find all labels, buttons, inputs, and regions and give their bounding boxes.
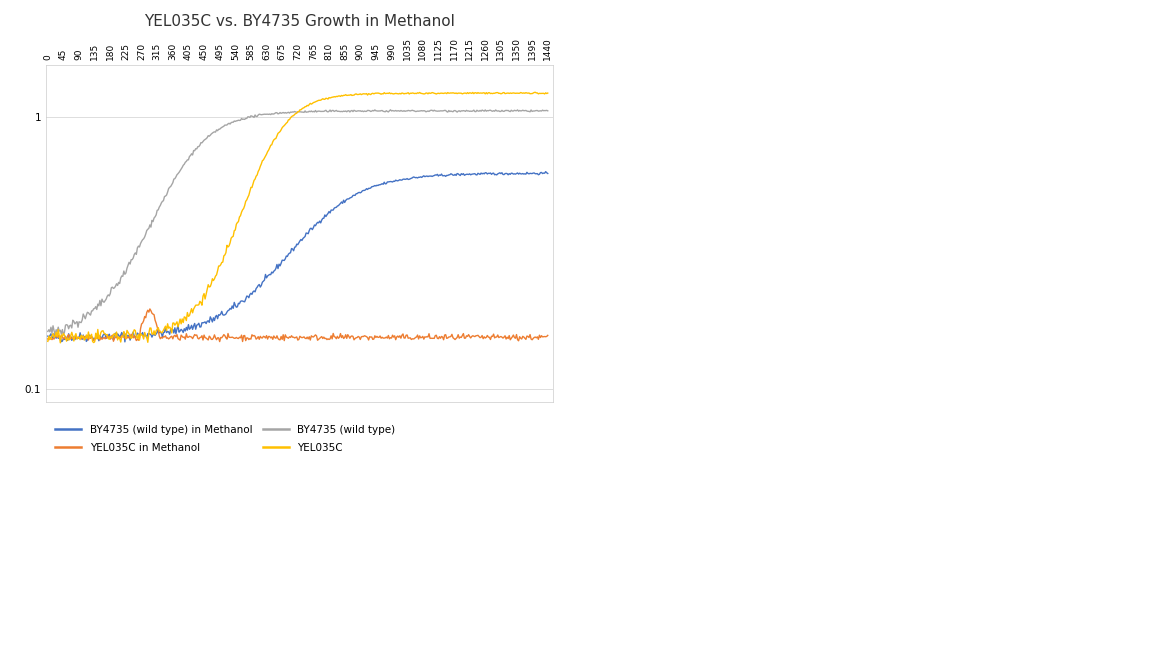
Title: YEL035C vs. BY4735 Growth in Methanol: YEL035C vs. BY4735 Growth in Methanol <box>144 14 455 29</box>
YEL035C in Methanol <box>213 338 227 345</box>
YEL035C in Methanol <box>520 332 533 340</box>
YEL035C in Methanol <box>296 334 310 341</box>
BY4735 (wild type) <box>406 106 419 114</box>
YEL035C <box>410 89 424 97</box>
BY4735 (wild type) in Methanol <box>118 338 131 346</box>
BY4735 (wild type) in Methanol <box>41 332 55 340</box>
YEL035C <box>394 90 408 98</box>
YEL035C <box>518 89 532 97</box>
YEL035C in Methanol <box>411 335 425 343</box>
BY4735 (wild type) in Methanol <box>410 174 424 182</box>
BY4735 (wild type) in Methanol <box>394 176 408 184</box>
BY4735 (wild type) <box>384 106 397 113</box>
BY4735 (wild type) in Methanol <box>540 170 554 178</box>
YEL035C in Methanol <box>406 335 419 343</box>
BY4735 (wild type) <box>520 107 533 115</box>
Line: BY4735 (wild type): BY4735 (wild type) <box>48 110 547 335</box>
BY4735 (wild type) <box>270 109 283 117</box>
YEL035C <box>53 339 67 347</box>
YEL035C in Methanol <box>143 305 157 313</box>
YEL035C in Methanol <box>270 332 283 340</box>
YEL035C <box>295 105 309 113</box>
BY4735 (wild type) in Methanol <box>404 174 418 182</box>
BY4735 (wild type) in Methanol <box>539 168 553 176</box>
YEL035C in Methanol <box>540 332 554 340</box>
YEL035C in Methanol <box>41 335 55 343</box>
YEL035C <box>41 338 55 345</box>
YEL035C <box>404 89 418 97</box>
YEL035C <box>529 88 543 96</box>
BY4735 (wild type) in Methanol <box>295 237 309 244</box>
Line: YEL035C: YEL035C <box>48 92 547 343</box>
YEL035C <box>270 135 283 143</box>
BY4735 (wild type) <box>41 327 55 335</box>
BY4735 (wild type) in Methanol <box>270 264 283 272</box>
YEL035C <box>540 89 554 97</box>
YEL035C in Methanol <box>395 331 409 339</box>
BY4735 (wild type) <box>295 108 309 116</box>
Line: YEL035C in Methanol: YEL035C in Methanol <box>48 309 547 341</box>
BY4735 (wild type) <box>540 107 554 115</box>
BY4735 (wild type) <box>411 108 425 115</box>
Line: BY4735 (wild type) in Methanol: BY4735 (wild type) in Methanol <box>48 172 547 342</box>
BY4735 (wild type) <box>56 331 70 339</box>
BY4735 (wild type) <box>395 107 409 115</box>
BY4735 (wild type) in Methanol <box>518 170 532 178</box>
Legend: BY4735 (wild type) in Methanol, YEL035C in Methanol, BY4735 (wild type), YEL035C: BY4735 (wild type) in Methanol, YEL035C … <box>52 421 400 457</box>
